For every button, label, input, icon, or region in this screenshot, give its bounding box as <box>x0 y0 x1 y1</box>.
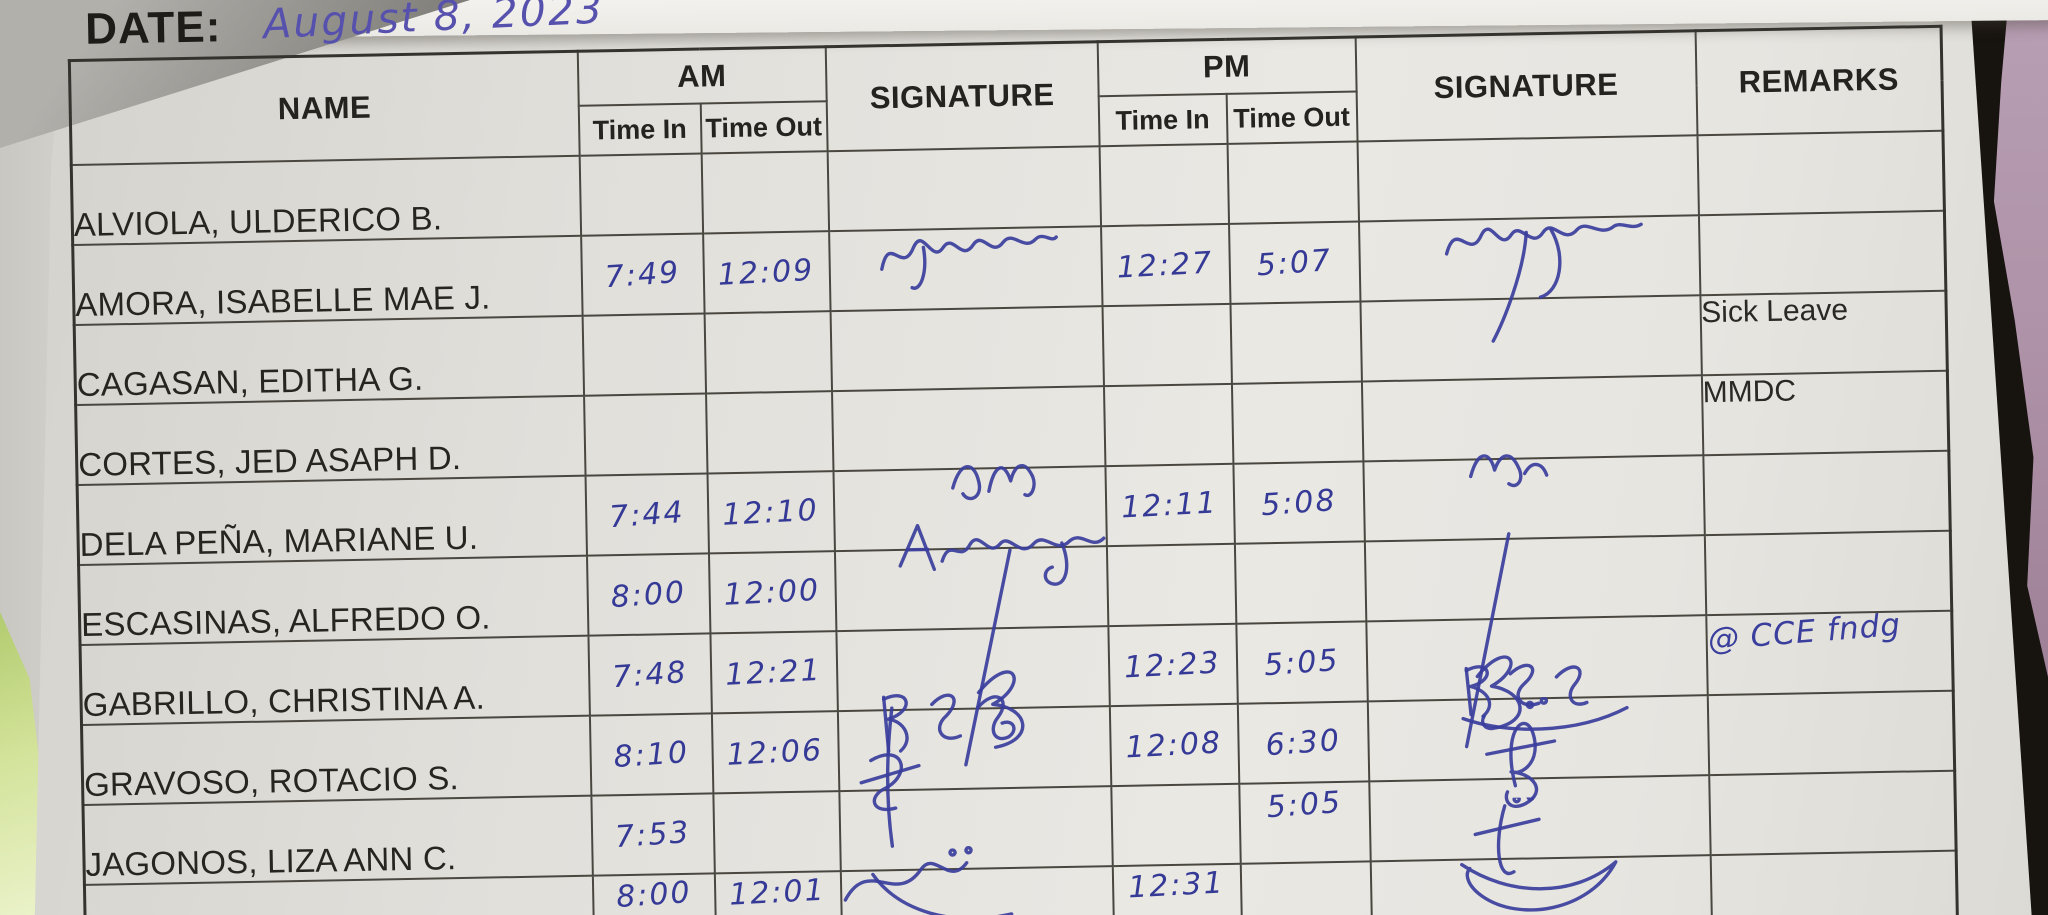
attendance-table: NAME AM SIGNATURE PM SIGNATURE REMARKS T… <box>67 24 1960 915</box>
col-header-name: NAME <box>69 51 580 166</box>
remark-handwritten: @ CCE fndg <box>1705 606 1902 659</box>
col-header-am: AM <box>577 46 827 106</box>
sheet-content: DATE: August 8, 2023 NAME AM SIGNATURE P… <box>67 0 1976 915</box>
pm-signature-cell <box>1361 375 1703 462</box>
am-time-out: 12:10 <box>721 492 820 533</box>
am-time-out: 12:06 <box>726 732 825 773</box>
am-time-out: 12:01 <box>728 872 827 913</box>
employee-name: GABRILLO, CHRISTINA A. <box>80 635 590 725</box>
remark: Sick Leave <box>1700 293 1849 330</box>
col-header-remarks: REMARKS <box>1695 26 1943 136</box>
col-header-pm: PM <box>1097 37 1357 97</box>
am-time-in: 7:49 <box>603 254 682 295</box>
remark: MMDC <box>1702 374 1797 410</box>
am-time-out: 12:00 <box>723 572 822 613</box>
am-signature-cell <box>832 466 1107 552</box>
am-time-in: 8:10 <box>612 734 690 775</box>
am-signature-cell <box>840 866 1114 915</box>
pm-signature-cell <box>1365 615 1708 702</box>
employee-name: ALVIOLA, ULDERICO B. <box>71 155 581 246</box>
pm-signature-cell <box>1367 695 1709 782</box>
am-time-in: 8:00 <box>609 574 688 615</box>
pm-time-in: 12:31 <box>1127 865 1226 906</box>
employee-name: ESCASINAS, ALFREDO O. <box>78 555 588 645</box>
pm-time-in: 12:08 <box>1124 724 1224 766</box>
am-time-in: 7:44 <box>607 494 686 535</box>
pm-signature-cell <box>1357 135 1699 222</box>
pm-time-out: 5:05 <box>1262 642 1341 683</box>
am-time-in: 7:48 <box>610 654 689 695</box>
pm-time-out: 5:07 <box>1255 242 1334 283</box>
pm-time-out: 5:05 <box>1265 784 1344 825</box>
col-header-am-time-in: Time In <box>578 103 702 156</box>
col-header-signature-pm: SIGNATURE <box>1355 30 1697 142</box>
am-time-in: 7:53 <box>613 814 692 855</box>
pm-time-in: 12:11 <box>1120 484 1219 526</box>
pm-signature-cell <box>1362 455 1705 542</box>
pm-time-out: 6:30 <box>1264 722 1342 763</box>
am-signature-cell <box>837 706 1111 792</box>
am-time-out: 12:09 <box>717 252 816 293</box>
pm-time-out: 5:08 <box>1259 482 1338 523</box>
pm-signature-cell <box>1364 535 1706 622</box>
am-signature-cell <box>834 546 1108 632</box>
employee-name: CAGASAN, EDITHA G. <box>74 315 584 406</box>
employee-name: GRAVOSO, ROTACIO S. <box>81 715 591 805</box>
am-time-in: 8:00 <box>614 874 693 915</box>
am-signature-cell <box>827 146 1101 232</box>
employee-name: JAGONOS, LIZA ANN C. <box>82 795 593 885</box>
am-signature-cell <box>838 786 1113 872</box>
employee-name: CORTES, JED ASAPH D. <box>75 395 586 486</box>
pm-signature-cell <box>1358 215 1700 302</box>
col-header-pm-time-out: Time Out <box>1226 91 1358 144</box>
pm-signature-cell <box>1368 775 1711 862</box>
pm-signature-cell <box>1359 295 1702 382</box>
am-time-out: 12:21 <box>724 652 823 693</box>
am-signature-cell <box>835 626 1110 712</box>
am-signature-cell <box>831 386 1105 472</box>
employee-name: AMORA, ISABELLE MAE J. <box>72 235 583 326</box>
am-signature-cell <box>830 306 1104 392</box>
pm-signature-cell <box>1370 855 1712 915</box>
am-signature-cell <box>828 226 1103 312</box>
col-header-signature-am: SIGNATURE <box>825 41 1100 152</box>
pm-time-in: 12:27 <box>1116 245 1215 286</box>
date-label: DATE: <box>84 2 222 54</box>
employee-name: DELA PEÑA, MARIANE U. <box>77 475 587 566</box>
col-header-am-time-out: Time Out <box>700 101 828 154</box>
col-header-pm-time-in: Time In <box>1098 93 1228 147</box>
pm-time-in: 12:23 <box>1123 644 1222 686</box>
